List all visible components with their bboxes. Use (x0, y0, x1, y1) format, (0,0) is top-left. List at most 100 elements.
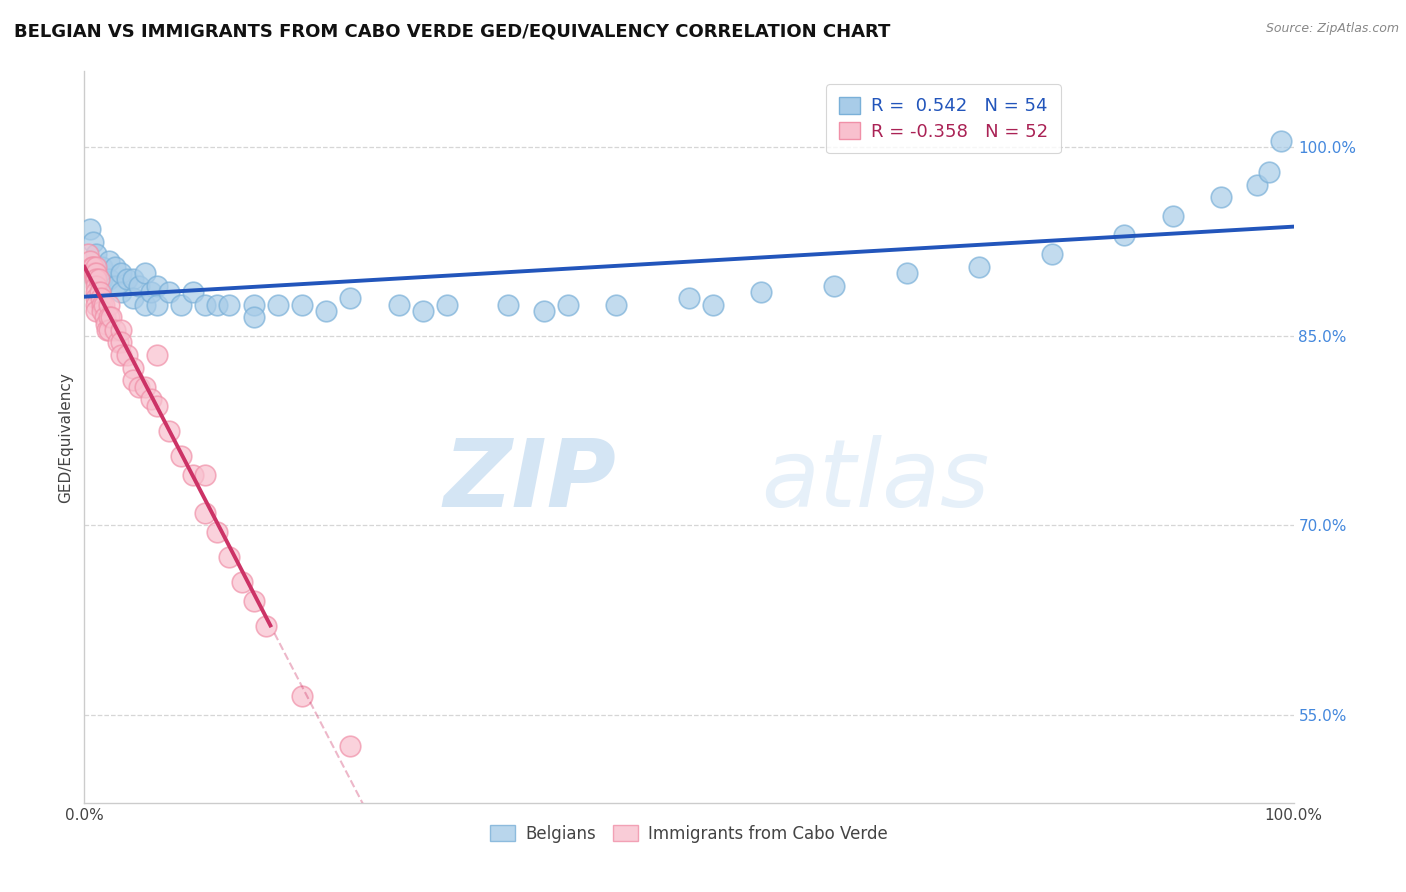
Point (100, 310, 122, 325)
Point (79, 253, 101, 268)
Point (339, 291, 361, 305)
Point (207, 298, 229, 312)
Point (218, 298, 240, 312)
Legend: Belgians, Immigrants from Cabo Verde: Belgians, Immigrants from Cabo Verde (484, 818, 894, 849)
Point (146, 278, 169, 293)
Point (80, 260, 103, 274)
Point (557, 298, 579, 312)
Point (87, 272, 110, 286)
Point (1270, 134, 1292, 148)
Point (139, 285, 162, 299)
Point (967, 260, 990, 274)
Point (89, 285, 111, 299)
Point (291, 689, 314, 703)
Point (121, 373, 143, 387)
Point (93, 298, 115, 312)
Point (436, 298, 458, 312)
Point (94, 310, 117, 325)
Point (97, 298, 120, 312)
Point (1209, 190, 1232, 204)
Point (146, 348, 169, 362)
Y-axis label: GED/Equivalency: GED/Equivalency (58, 372, 73, 502)
Point (86, 260, 108, 274)
Point (104, 260, 127, 274)
Point (605, 298, 627, 312)
Point (86, 304, 108, 318)
Point (90, 291, 112, 305)
Point (86, 278, 108, 293)
Point (110, 285, 132, 299)
Point (91, 298, 114, 312)
Point (1258, 165, 1281, 179)
Point (86, 298, 108, 312)
Point (242, 298, 264, 312)
Point (134, 266, 156, 280)
Point (128, 278, 150, 293)
Point (533, 304, 555, 318)
Point (134, 379, 156, 393)
Point (121, 360, 143, 375)
Point (157, 285, 180, 299)
Point (170, 298, 193, 312)
Point (96, 323, 118, 337)
Point (97, 310, 120, 325)
Point (678, 291, 700, 305)
Point (1246, 178, 1268, 192)
Point (110, 323, 132, 337)
Point (86, 291, 108, 305)
Point (94, 317, 117, 331)
Point (496, 298, 519, 312)
Point (315, 304, 337, 318)
Point (82, 235, 104, 249)
Point (91, 304, 114, 318)
Point (139, 392, 162, 407)
Point (134, 298, 156, 312)
Text: ZIP: ZIP (443, 435, 616, 527)
Point (1114, 228, 1136, 243)
Point (194, 467, 217, 482)
Text: Source: ZipAtlas.com: Source: ZipAtlas.com (1265, 22, 1399, 36)
Point (79, 222, 101, 236)
Point (181, 467, 204, 482)
Point (896, 266, 918, 280)
Point (1161, 210, 1184, 224)
Point (128, 379, 150, 393)
Point (157, 424, 180, 438)
Text: atlas: atlas (762, 435, 990, 526)
Point (181, 285, 204, 299)
Point (82, 260, 104, 274)
Point (83, 266, 105, 280)
Point (84, 272, 107, 286)
Point (107, 335, 129, 350)
Point (104, 323, 127, 337)
Point (207, 524, 229, 539)
Point (97, 253, 120, 268)
Point (97, 323, 120, 337)
Point (254, 619, 277, 633)
Point (702, 298, 724, 312)
Point (110, 266, 132, 280)
Point (267, 298, 290, 312)
Point (751, 285, 773, 299)
Point (110, 335, 132, 350)
Point (115, 272, 138, 286)
Point (86, 260, 108, 274)
Point (242, 310, 264, 325)
Point (110, 348, 132, 362)
Text: BELGIAN VS IMMIGRANTS FROM CABO VERDE GED/EQUIVALENCY CORRELATION CHART: BELGIAN VS IMMIGRANTS FROM CABO VERDE GE… (14, 22, 890, 40)
Point (97, 272, 120, 286)
Point (339, 739, 361, 753)
Point (91, 272, 114, 286)
Point (194, 298, 217, 312)
Point (104, 278, 127, 293)
Point (388, 298, 411, 312)
Point (121, 272, 143, 286)
Point (77, 247, 100, 261)
Point (86, 266, 108, 280)
Point (194, 506, 217, 520)
Point (146, 298, 169, 312)
Point (86, 285, 108, 299)
Point (86, 272, 108, 286)
Point (242, 594, 264, 608)
Point (218, 549, 240, 564)
